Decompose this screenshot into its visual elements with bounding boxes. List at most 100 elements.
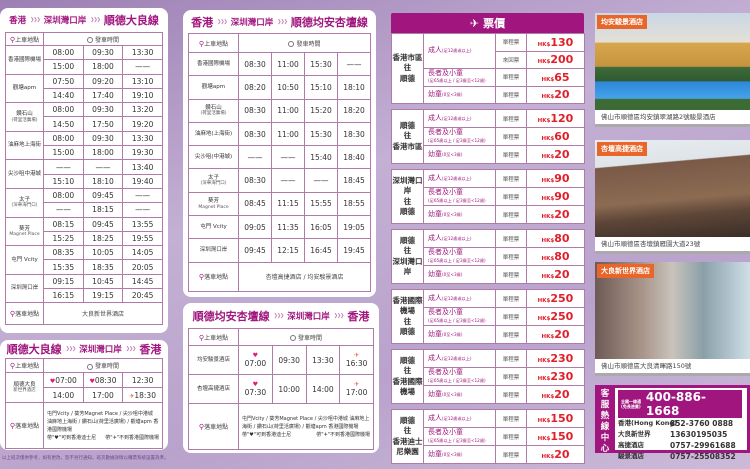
type-label: 成人 [428, 113, 442, 122]
drop-row: ⚲落車地點 屯門Vcity / 葵芳Magnet Place / 尖沙咀中港城 油… [5, 402, 163, 449]
location-pin-icon: ⚲ [198, 39, 205, 48]
hotline-number[interactable]: 852-3760 0888 [670, 419, 734, 428]
currency: HK$ [541, 136, 555, 142]
station-name: 香港國際機場 [196, 60, 230, 67]
ticket-kind: 單程票 [495, 367, 527, 386]
location-pin-icon: ⚲ [198, 333, 205, 342]
fare-price: HK$250 [526, 307, 585, 326]
fare-row: 幼童(0至<3歲) 單程票 HK$20 [392, 445, 585, 464]
time-cell: 10:00 [271, 374, 307, 404]
fare-price: HK$90 [526, 187, 585, 206]
time-cell: 19:15 [82, 288, 124, 304]
ticket-kind: 單程票 [495, 205, 527, 224]
price-value: 150 [550, 430, 574, 443]
time-value: 11:35 [277, 222, 299, 232]
route-title-part: 順德均安杏壇線 [192, 309, 270, 323]
station-cell: 葵芳 Magnet Place [5, 216, 44, 247]
time-cell: 15:30 [304, 51, 338, 77]
time-cell: ♥08:30 [82, 372, 124, 388]
time-cell: 08:15 [43, 216, 84, 232]
time-value: 15:35 [52, 262, 75, 272]
hotel-xingtan: 杏壇高捷酒店 佛山市順德區杏壇鎮雁園大道23號 [595, 140, 750, 254]
type-label: 幼童 [428, 329, 442, 338]
route-title-part: 順德均安杏壇線 [290, 15, 368, 29]
hotline-number[interactable]: 0757-25508352 [670, 452, 736, 461]
price-value: 65 [554, 70, 570, 84]
fare-price: HK$200 [526, 50, 585, 69]
station-name: 太子 [18, 197, 30, 204]
hotline-number[interactable]: 0757-29961688 [670, 441, 736, 450]
ticket-kind: 單程票 [495, 229, 527, 248]
fare-header: ✈ 票價 [391, 13, 584, 33]
drop-cell: 大良新世界酒店 [43, 302, 163, 326]
passenger-type: 長者及小童 (足65歲以上 / 足3歲至<12歲) [423, 187, 496, 206]
price-value: 120 [550, 112, 574, 125]
table-row: 14:50 17:50 19:20 [6, 116, 163, 132]
time-cell: 19:55 [122, 230, 163, 247]
location-pin-icon: ⚲ [9, 310, 16, 319]
time-cell: 09:20 [82, 73, 124, 89]
fare-row: 幼童(0至<3歲) 單程票 HK$20 [392, 265, 585, 284]
clock-icon [289, 335, 296, 341]
time-value: 20:45 [131, 291, 154, 301]
time-cell: 08:00 [43, 44, 84, 61]
time-value: 09:20 [92, 76, 114, 86]
time-value: 13:40 [131, 162, 154, 172]
time-cell: 10:50 [271, 75, 305, 100]
fare-row: 來回票 HK$200 [392, 50, 585, 69]
hotline-number[interactable]: 13630195035 [670, 430, 728, 439]
type-note: (0至<3歲) [442, 391, 463, 397]
fare-route: 順德往香港市區 [391, 109, 424, 164]
price-value: 80 [554, 232, 570, 245]
ticket-icon: ✈ [469, 16, 480, 30]
ticket-kind: 單程票 [495, 127, 527, 146]
time-value: 11:00 [277, 129, 299, 139]
time-value: 09:30 [92, 133, 114, 143]
route-title: 順德大良線 ❯❯❯ 深圳灣口岸 ❯❯❯ 香港 [0, 340, 168, 358]
time-cell: 08:00 [43, 102, 84, 118]
time-cell: 18:35 [82, 259, 124, 275]
station-cell: 油麻地上海街 [5, 130, 44, 161]
station-name: 香港國際機場 [7, 56, 41, 63]
time-cell: 19:45 [337, 238, 371, 263]
location-pin-icon: ⚲ [9, 362, 16, 370]
fare-row: 順德往香港市區 成人(足12歲或以上) 單程票 HK$120 [391, 109, 585, 164]
time-value: 14:00 [52, 390, 75, 400]
ticket-kind: 單程票 [495, 169, 527, 188]
board-label: 上車地點 [204, 40, 229, 48]
time-value: 10:05 [92, 248, 114, 258]
hotel-name: 大良新世界酒店 [597, 264, 654, 278]
price-value: 230 [550, 370, 574, 383]
time-value: 18:40 [343, 152, 365, 162]
passenger-type: 長者及小童 (足65歲以上 / 足3歲至<12歲) [423, 307, 496, 326]
time-value: 19:40 [131, 176, 154, 186]
route-title-part: 香港 [139, 343, 162, 356]
time-value: 09:30 [278, 355, 300, 365]
station-name: 鑽石山 [16, 111, 33, 118]
time-cell: 18:55 [337, 191, 371, 217]
fare-row: 香港國際機場往順德 成人(足12歲或以上) 單程票 HK$250 [391, 289, 585, 344]
station-name: 屯門 Vcity [11, 256, 38, 263]
time-cell: 08:00 [43, 130, 84, 147]
hotline-main-number[interactable]: 400-886-1668 [645, 390, 706, 418]
time-cell: 13:55 [122, 216, 163, 232]
hotline-place: 高捷酒店 [618, 441, 644, 449]
type-note: (足12歲或以上) [442, 48, 472, 54]
time-value: 07:50 [52, 76, 75, 86]
time-cell: 09:15 [43, 273, 84, 290]
currency: HK$ [541, 154, 555, 160]
currency: HK$ [537, 59, 551, 66]
table-row: —— 18:15 —— [6, 202, 163, 218]
arrow-icon: ❯❯❯ [333, 312, 345, 319]
time-value: 09:45 [92, 191, 114, 201]
fare-row: 幼童(0至<3歲) 單程票 HK$20 [392, 145, 585, 164]
timetable: ⚲上車地點 發車時間 香港國際機場 08:00 09:30 13:30 15:00 18:00… [5, 32, 163, 326]
time-cell: 09:30 [82, 102, 124, 118]
station-cell: 油麻地(上海街) [188, 121, 239, 147]
table-row: 15:25 18:25 19:55 [6, 230, 163, 247]
station-sub: (深華海門口) [200, 181, 227, 187]
station-name: 油麻地上海街 [7, 142, 41, 149]
type-label: 長者及小童 [428, 308, 463, 317]
currency: HK$ [537, 118, 551, 124]
station-name: 葵芳 [207, 198, 219, 205]
